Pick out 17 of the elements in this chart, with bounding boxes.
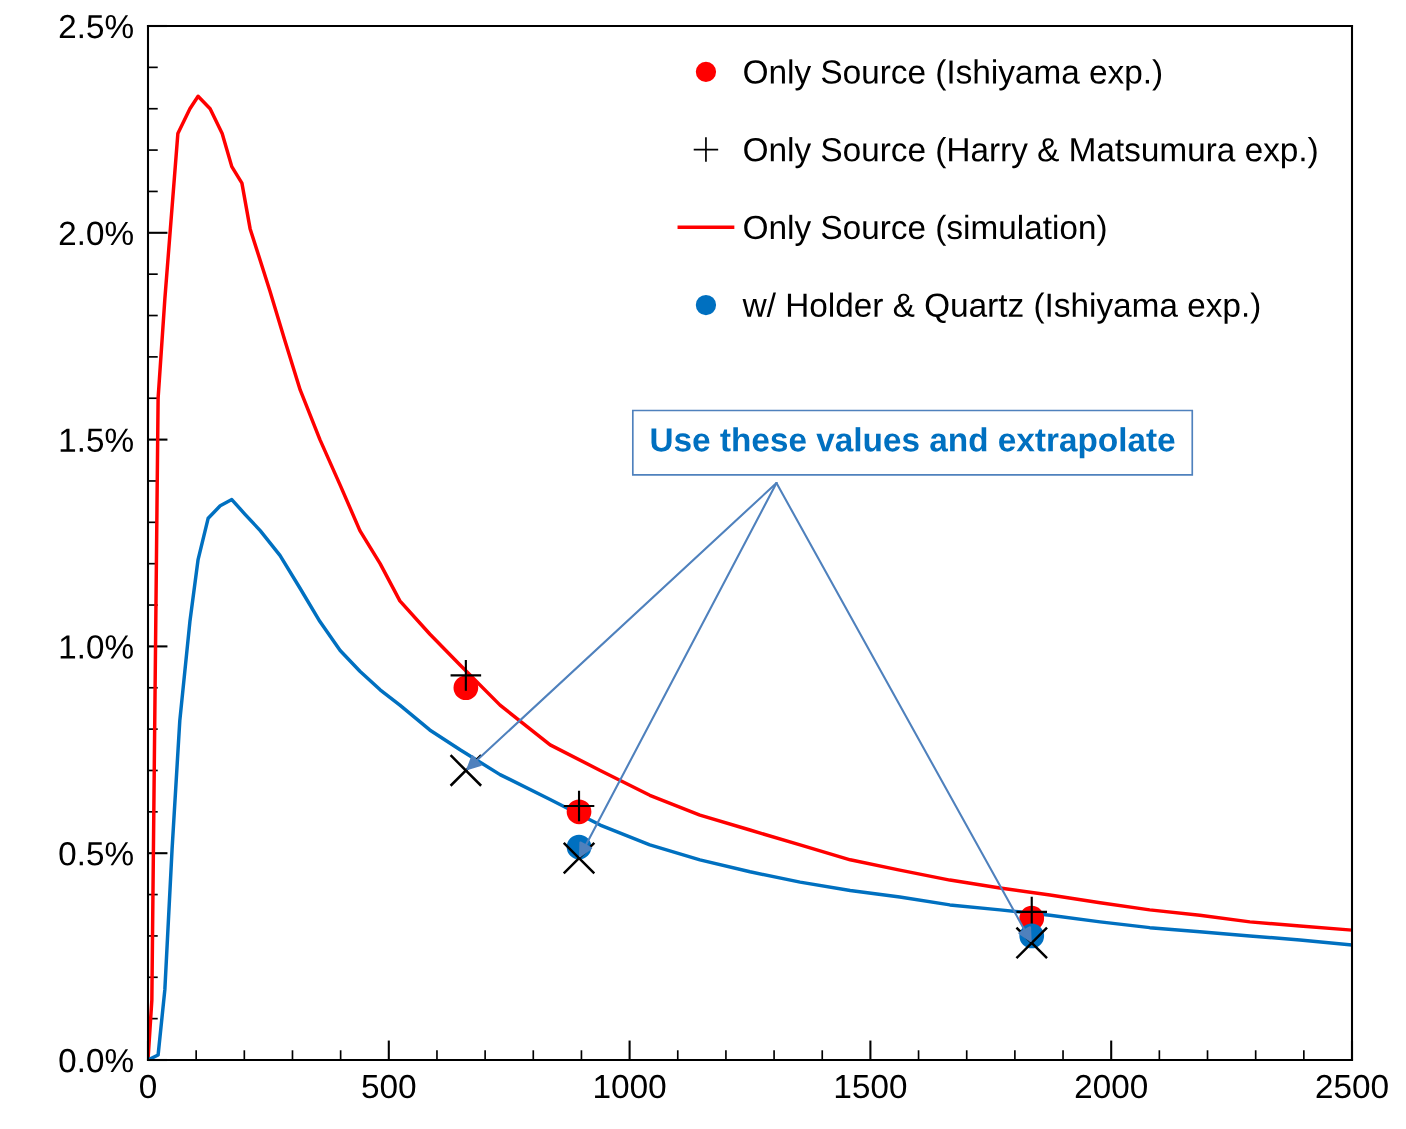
x-tick-label: 2500 xyxy=(1316,1074,1388,1099)
y-tick-label: 0.0% xyxy=(59,1048,133,1073)
x-tick-label: 1500 xyxy=(835,1074,907,1099)
y-tick-label: 1.5% xyxy=(60,428,133,453)
y-tick-label: 2.0% xyxy=(59,221,133,246)
y-tick-label: 0.5% xyxy=(59,842,133,866)
x-tick-label: 1000 xyxy=(595,1074,666,1099)
y-tick-label: 1.0% xyxy=(60,635,133,659)
x-tick-label: 500 xyxy=(362,1074,416,1099)
legend-label: Only Source (simulation) xyxy=(744,214,1106,246)
legend-label: w/ Holder & Quartz (Ishiyama exp.) xyxy=(742,292,1260,324)
annotation: Use these values and extrapolate xyxy=(651,427,1175,459)
legend-label: Only Source (Ishiyama exp.) xyxy=(744,59,1162,91)
y-tick-label: 2.5% xyxy=(59,14,133,39)
x-tick-label: 2000 xyxy=(1075,1074,1147,1099)
legend-label: Only Source (Harry & Matsumura exp.) xyxy=(744,137,1317,169)
x-tick-label: 0 xyxy=(140,1074,156,1099)
